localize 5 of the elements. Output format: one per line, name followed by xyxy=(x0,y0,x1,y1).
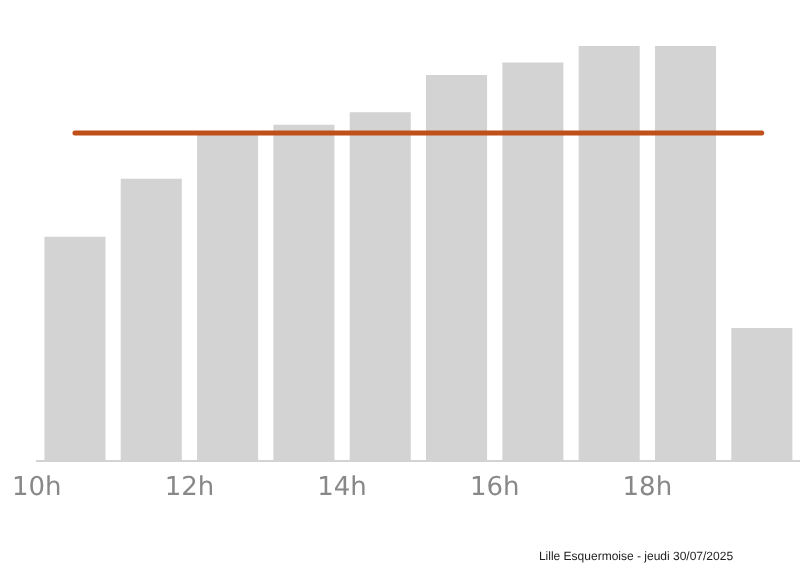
x-tick-label: 18h xyxy=(622,473,673,504)
x-tick-label: 16h xyxy=(469,473,520,504)
x-tick-label: 14h xyxy=(317,473,367,504)
x-tick-label: 12h xyxy=(164,473,215,504)
x-tick-label: 10h xyxy=(12,473,62,504)
